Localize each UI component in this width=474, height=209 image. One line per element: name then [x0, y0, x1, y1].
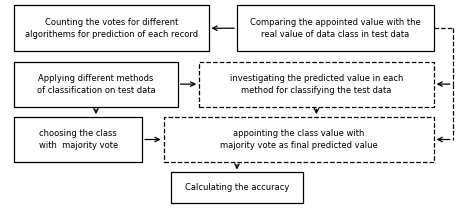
- FancyBboxPatch shape: [237, 5, 434, 51]
- Text: Calculating the accuracy: Calculating the accuracy: [185, 183, 289, 192]
- Text: investigating the predicted value in each
method for classifying the test data: investigating the predicted value in eac…: [230, 74, 403, 94]
- FancyBboxPatch shape: [199, 62, 434, 107]
- Text: choosing the class
with  majority vote: choosing the class with majority vote: [38, 129, 118, 150]
- Text: Comparing the appointed value with the
real value of data class in test data: Comparing the appointed value with the r…: [250, 18, 421, 39]
- Text: Counting the votes for different
algorithems for prediction of each record: Counting the votes for different algorit…: [25, 18, 198, 39]
- FancyBboxPatch shape: [14, 117, 142, 162]
- FancyBboxPatch shape: [14, 5, 209, 51]
- Text: appointing the class value with
majority vote as final predicted value: appointing the class value with majority…: [220, 129, 377, 150]
- FancyBboxPatch shape: [171, 172, 303, 203]
- FancyBboxPatch shape: [164, 117, 434, 162]
- Text: Applying different methods
of classification on test data: Applying different methods of classifica…: [36, 74, 155, 94]
- FancyBboxPatch shape: [14, 62, 178, 107]
